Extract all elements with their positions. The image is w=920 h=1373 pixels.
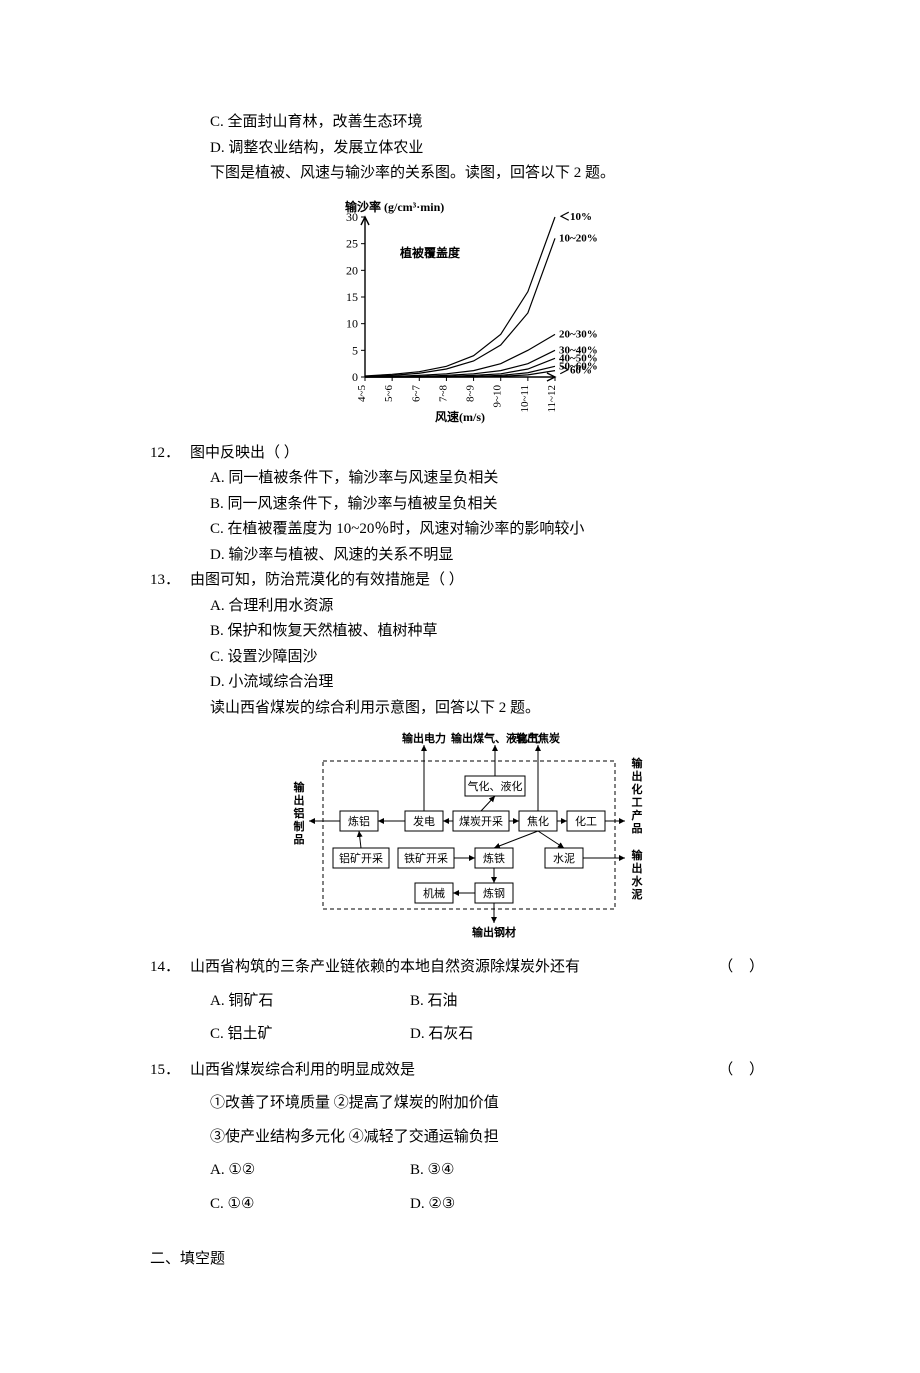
q15-row1: A. ①② B. ③④ [150,1158,780,1184]
q13-option-d: D. 小流域综合治理 [150,670,780,696]
q15-option-d: D. ②③ [410,1192,610,1218]
q14: 14． 山西省构筑的三条产业链依赖的本地自然资源除煤炭外还有 （ ） [150,955,780,981]
q12-stem: 图中反映出（ ） [190,441,780,467]
svg-text:铝矿开采: 铝矿开采 [339,851,383,865]
q15-option-a: A. ①② [210,1158,410,1184]
svg-text:11~12: 11~12 [546,385,558,413]
q15-row2: C. ①④ D. ②③ [150,1192,780,1218]
svg-text:5~6: 5~6 [383,384,395,401]
q12-num: 12． [150,441,190,467]
svg-text:机械: 机械 [423,886,445,900]
svg-text:炼钢: 炼钢 [483,886,505,900]
q12-option-c: C. 在植被覆盖度为 10~20％时，风速对输沙率的影响较小 [150,517,780,543]
svg-text:工: 工 [632,796,643,809]
q13-option-c: C. 设置沙障固沙 [150,645,780,671]
svg-text:出: 出 [632,861,643,875]
q15-stmt1: ①改善了环境质量 ②提高了煤炭的附加价值 [150,1091,780,1117]
q14-num: 14． [150,955,190,981]
q12-option-d: D. 输沙率与植被、风速的关系不明显 [150,543,780,569]
svg-text:品: 品 [632,822,643,835]
svg-text:输: 输 [632,848,644,862]
q15-option-b: B. ③④ [410,1158,610,1184]
svg-text:化: 化 [632,782,643,796]
q13-option-a: A. 合理利用水资源 [150,594,780,620]
svg-text:输出电力: 输出电力 [402,731,446,745]
svg-text:品: 品 [294,833,305,846]
svg-text:20~30%: 20~30% [559,328,598,340]
svg-text:＜10%: ＜10% [559,211,592,223]
svg-text:水: 水 [632,874,644,888]
q15-stmt2: ③使产业结构多元化 ④减轻了交通运输负担 [150,1125,780,1151]
svg-text:炼铝: 炼铝 [348,814,370,828]
q13-option-b: B. 保护和恢复天然植被、植树种草 [150,619,780,645]
svg-text:7~8: 7~8 [437,384,449,401]
svg-text:0: 0 [352,370,358,384]
svg-text:水泥: 水泥 [553,852,575,865]
svg-text:＞60%: ＞60% [559,364,592,376]
svg-text:输出焦炭: 输出焦炭 [516,731,560,745]
svg-text:炼铁: 炼铁 [483,851,505,865]
chart1-svg: 0510152025304~55~66~77~88~99~1010~1111~1… [310,197,620,427]
svg-text:制: 制 [294,819,305,833]
svg-text:6~7: 6~7 [410,384,422,401]
svg-text:化工: 化工 [575,814,597,828]
q15-num: 15． [150,1058,190,1084]
svg-text:10~20%: 10~20% [559,232,598,244]
svg-text:煤炭开采: 煤炭开采 [459,815,503,828]
svg-text:铁矿开采: 铁矿开采 [404,852,448,865]
svg-text:铝: 铝 [294,806,305,820]
q15-stem: 山西省煤炭综合利用的明显成效是 （ ） [190,1058,780,1084]
svg-text:出: 出 [294,793,305,807]
svg-text:风速(m/s): 风速(m/s) [435,409,485,424]
q14-paren: （ ） [718,955,770,981]
q13: 13． 由图可知，防治荒漠化的有效措施是（ ） [150,568,780,594]
svg-text:5: 5 [352,343,358,357]
q15-paren: （ ） [718,1058,770,1084]
svg-text:焦化: 焦化 [527,814,549,828]
q15-stem-text: 山西省煤炭综合利用的明显成效是 [190,1062,415,1078]
svg-text:10: 10 [346,316,358,330]
q14-option-a: A. 铜矿石 [210,989,410,1015]
svg-text:8~9: 8~9 [465,384,477,401]
svg-text:10~11: 10~11 [519,385,531,413]
q14-option-b: B. 石油 [410,989,610,1015]
svg-text:4~5: 4~5 [356,384,368,401]
q12: 12． 图中反映出（ ） [150,441,780,467]
svg-text:输: 输 [294,780,306,794]
svg-text:植被覆盖度: 植被覆盖度 [399,245,461,260]
svg-text:输: 输 [632,756,644,770]
svg-text:9~10: 9~10 [492,384,504,407]
q12-option-a: A. 同一植被条件下，输沙率与风速呈负相关 [150,466,780,492]
q12-option-b: B. 同一风速条件下，输沙率与植被呈负相关 [150,492,780,518]
q14-stem-text: 山西省构筑的三条产业链依赖的本地自然资源除煤炭外还有 [190,959,580,975]
intro-diagram2: 读山西省煤炭的综合利用示意图，回答以下 2 题。 [150,696,780,722]
q14-row1: A. 铜矿石 B. 石油 [150,989,780,1015]
svg-text:气化、液化: 气化、液化 [468,779,523,793]
chart1-figure: 0510152025304~55~66~77~88~99~1010~1111~1… [150,197,780,427]
prev-q-option-c: C. 全面封山育林，改善生态环境 [150,110,780,136]
q14-option-c: C. 铝土矿 [210,1022,410,1048]
q13-stem: 由图可知，防治荒漠化的有效措施是（ ） [190,568,780,594]
svg-text:产: 产 [632,808,643,822]
q13-num: 13． [150,568,190,594]
q14-option-d: D. 石灰石 [410,1022,610,1048]
intro-chart1: 下图是植被、风速与输沙率的关系图。读图，回答以下 2 题。 [150,161,780,187]
q15: 15． 山西省煤炭综合利用的明显成效是 （ ） [150,1058,780,1084]
svg-text:输出钢材: 输出钢材 [472,925,516,939]
q15-option-c: C. ①④ [210,1192,410,1218]
diagram2-svg: 炼铝发电煤炭开采焦化化工气化、液化铝矿开采铁矿开采炼铁水泥机械炼钢输出电力输出煤… [265,731,665,941]
section-fill-blank: 二、填空题 [150,1247,780,1273]
q14-row2: C. 铝土矿 D. 石灰石 [150,1022,780,1048]
diagram2-figure: 炼铝发电煤炭开采焦化化工气化、液化铝矿开采铁矿开采炼铁水泥机械炼钢输出电力输出煤… [150,731,780,941]
svg-text:20: 20 [346,263,358,277]
svg-text:15: 15 [346,290,358,304]
prev-q-option-d: D. 调整农业结构，发展立体农业 [150,136,780,162]
q14-stem: 山西省构筑的三条产业链依赖的本地自然资源除煤炭外还有 （ ） [190,955,780,981]
svg-text:25: 25 [346,236,358,250]
svg-text:发电: 发电 [413,814,435,828]
svg-text:出: 出 [632,769,643,783]
svg-text:泥: 泥 [632,888,643,901]
svg-text:输沙率 (g/cm³·min): 输沙率 (g/cm³·min) [345,199,444,214]
